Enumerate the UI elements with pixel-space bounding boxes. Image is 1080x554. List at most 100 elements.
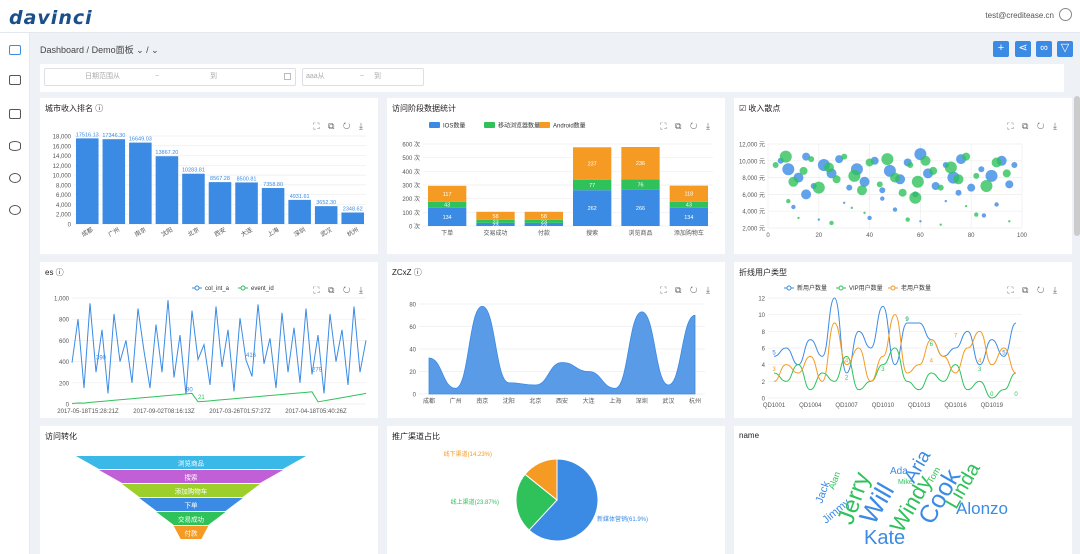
- panel-visit-stage: 访问阶段数据统计 ⛶ ⧉ ↻ ⤓ 0 次 100 次 200 次 300 次 400 次…: [387, 98, 725, 254]
- scatter-point: [967, 183, 976, 192]
- scatter-point: [848, 169, 861, 182]
- page-scrollbar[interactable]: [1074, 96, 1080, 236]
- stage-bar-segment: [476, 211, 515, 220]
- panel-actions[interactable]: ⛶ ⧉ ↻ ⤓: [313, 285, 366, 295]
- city-value-label: 7358.80: [263, 182, 283, 188]
- panel-actions[interactable]: ⛶ ⧉ ↻ ⤓: [660, 285, 713, 295]
- zcxz-xtick: 武汉: [662, 397, 674, 405]
- city-bar: [129, 142, 152, 224]
- text-sep: ~: [360, 73, 365, 80]
- scatter-point: [863, 211, 866, 215]
- panel-actions[interactable]: ⛶ ⧉ ↻ ⤓: [1007, 285, 1060, 295]
- text-range-filter[interactable]: aaa从 ~ 到: [302, 68, 424, 86]
- city-ytick: 6,000: [56, 193, 72, 199]
- panel-actions[interactable]: ⛶ ⧉ ↻ ⤓: [660, 121, 713, 131]
- scatter-ytick: 2,000 元: [742, 226, 765, 233]
- stage-value-label: 266: [636, 206, 645, 212]
- usertype-legend-marker: [786, 285, 792, 291]
- date-range-filter[interactable]: 日期范围从 ~ 到: [44, 68, 296, 86]
- zcxz-xtick: 成都: [423, 397, 435, 405]
- panel-funnel: 访问转化 浏览商品 搜索 添加购物车 下单 交易成功 付款: [40, 426, 378, 554]
- city-xtick: 沈阳: [160, 226, 174, 239]
- scatter-xtick: 0: [766, 233, 770, 239]
- pie-slice: [524, 458, 558, 502]
- stage-value-label: 117: [443, 192, 452, 198]
- dashboard-icon[interactable]: [9, 45, 21, 55]
- usertype-series-line: [773, 347, 1017, 399]
- zcxz-xtick: 深圳: [636, 397, 648, 405]
- app-logo[interactable]: davinci: [9, 7, 93, 29]
- stage-legend-swatch: [484, 122, 495, 128]
- stage-bar-segment: [573, 147, 612, 180]
- panel-actions[interactable]: ⛶ ⧉ ↻ ⤓: [313, 121, 366, 131]
- stage-value-label: 43: [686, 203, 692, 209]
- panel-es: es ⓘ ⛶ ⧉ ↻ ⤓ 0 200 400 600 800 1,000 col_int_a…: [40, 262, 378, 418]
- stage-bar-segment: [476, 222, 515, 226]
- usertype-annotation: 9: [905, 317, 909, 323]
- usertype-ytick: 0: [762, 397, 766, 403]
- city-ytick: 18,000: [53, 135, 72, 141]
- usertype-legend-label: 老用户数量: [901, 284, 931, 292]
- source-icon[interactable]: [9, 141, 21, 151]
- panel-user-type: 折线用户类型 ⛶ ⧉ ↻ ⤓ 0 2 4 6 8 10 12 新用户数量 VIP用户数量 老用户数…: [734, 262, 1072, 418]
- stage-value-label: 76: [637, 182, 643, 188]
- usertype-ytick: 10: [758, 313, 765, 319]
- scatter-point: [929, 166, 938, 175]
- stage-bar-segment: [428, 185, 467, 202]
- scatter-point: [802, 152, 811, 161]
- date-end-placeholder: 到: [210, 73, 217, 80]
- add-button[interactable]: +: [993, 41, 1009, 57]
- usertype-annotation: 3: [978, 367, 982, 373]
- funnel-stage: [99, 470, 283, 483]
- scatter-ytick: 10,000 元: [739, 158, 765, 165]
- logout-icon[interactable]: [1059, 8, 1072, 21]
- usertype-annotation: 9: [905, 317, 909, 323]
- scatter-point: [905, 217, 910, 222]
- panel-title: 访问转化: [45, 432, 77, 441]
- scatter-point: [920, 155, 931, 166]
- city-bar: [208, 182, 232, 224]
- group-icon[interactable]: [9, 205, 21, 215]
- usertype-ytick: 8: [762, 330, 766, 336]
- scatter-point: [898, 188, 907, 197]
- view-icon[interactable]: [9, 109, 21, 119]
- city-value-label: 10283.81: [182, 168, 205, 174]
- scatter-point: [944, 199, 947, 203]
- text-start-placeholder: aaa从: [306, 73, 325, 80]
- word-cloud-chart: JackAlanJimmyJerryWillWindyAdaMikeAriaTo…: [814, 446, 1008, 549]
- scatter-point: [1002, 169, 1011, 178]
- zcxz-ytick: 40: [409, 348, 416, 354]
- breadcrumb-current[interactable]: Demo面板 ⌄: [91, 45, 144, 55]
- user-icon[interactable]: [9, 173, 21, 183]
- panel-title: ZCxZ ⓘ: [392, 268, 422, 277]
- scatter-point: [919, 220, 922, 223]
- zcxz-area: [428, 305, 696, 395]
- link-button[interactable]: ∞: [1036, 41, 1052, 57]
- city-bar: [155, 156, 179, 224]
- top-bar: davinci test@creditease.cn: [0, 0, 1080, 33]
- usertype-annotation: 4: [930, 359, 934, 365]
- breadcrumb-sep-2[interactable]: / ⌄: [146, 45, 159, 55]
- usertype-annotation: 6: [930, 342, 934, 348]
- share-button[interactable]: ⋖: [1015, 41, 1031, 57]
- scatter-point: [856, 185, 867, 196]
- city-bar: [261, 188, 285, 224]
- stage-bar-segment: [524, 211, 563, 220]
- panel-title: 折线用户类型: [739, 268, 787, 277]
- funnel-label: 搜索: [185, 473, 199, 482]
- filter-bar: 日期范围从 ~ 到 aaa从 ~ 到: [40, 64, 1064, 92]
- funnel-label: 添加购物车: [175, 487, 208, 496]
- filter-button[interactable]: ▽: [1057, 41, 1073, 57]
- scatter-point: [907, 162, 914, 168]
- city-xtick: 上海: [266, 226, 280, 239]
- breadcrumb-dashboard[interactable]: Dashboard: [40, 45, 85, 55]
- usertype-annotation: 4: [845, 359, 849, 365]
- panel-actions[interactable]: ⛶ ⧉ ↻ ⤓: [1007, 121, 1060, 131]
- user-email[interactable]: test@creditease.cn: [985, 11, 1054, 20]
- city-xtick: 南京: [133, 226, 147, 239]
- widget-icon[interactable]: [9, 75, 21, 85]
- panel-title: ☑ 收入散点: [739, 104, 781, 113]
- scatter-point: [797, 216, 800, 220]
